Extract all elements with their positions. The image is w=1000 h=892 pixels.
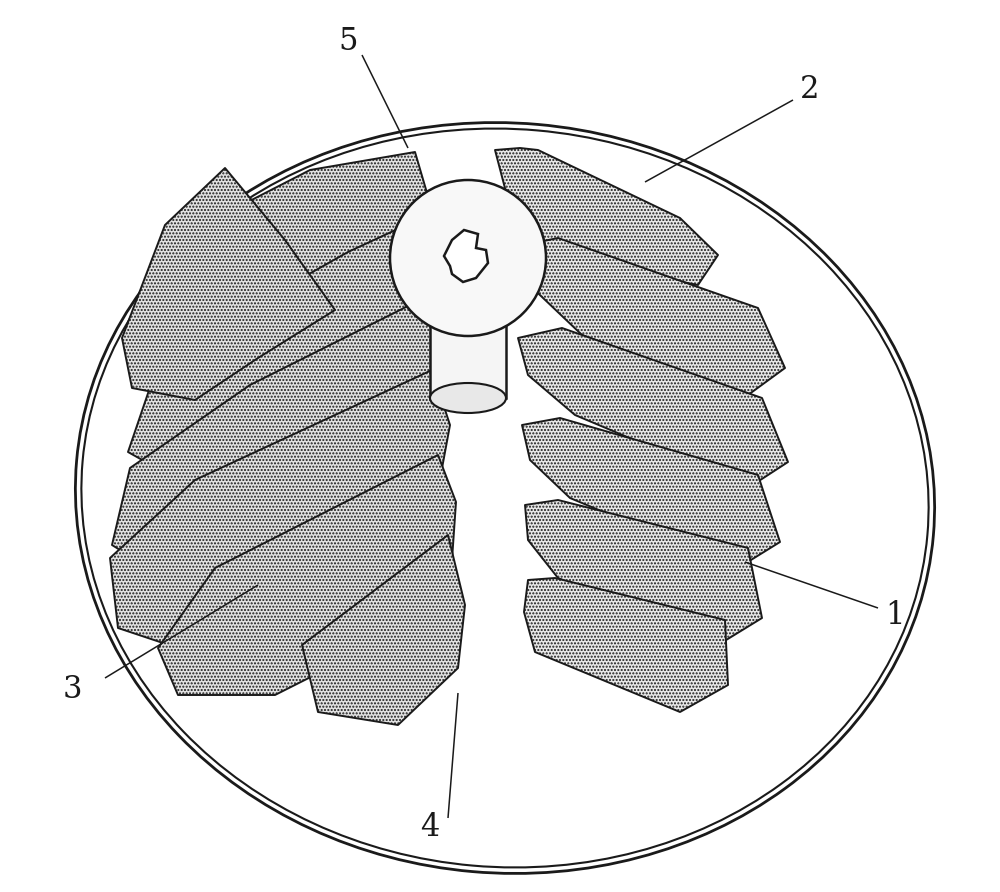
Circle shape <box>390 180 546 336</box>
Text: 2: 2 <box>800 75 820 105</box>
Polygon shape <box>495 148 718 285</box>
Polygon shape <box>522 418 780 568</box>
Polygon shape <box>518 328 788 488</box>
Polygon shape <box>524 578 728 712</box>
Polygon shape <box>112 295 445 578</box>
Polygon shape <box>302 535 465 725</box>
Polygon shape <box>127 152 432 388</box>
Polygon shape <box>510 238 785 395</box>
Polygon shape <box>158 455 456 695</box>
Polygon shape <box>430 258 506 398</box>
Polygon shape <box>525 500 762 645</box>
Polygon shape <box>110 370 450 648</box>
Text: 4: 4 <box>420 813 440 844</box>
Polygon shape <box>128 215 438 480</box>
Text: 5: 5 <box>338 27 358 57</box>
Text: 3: 3 <box>62 674 82 706</box>
Polygon shape <box>444 230 488 282</box>
Text: 1: 1 <box>885 599 905 631</box>
Ellipse shape <box>430 383 506 413</box>
Polygon shape <box>122 168 335 400</box>
